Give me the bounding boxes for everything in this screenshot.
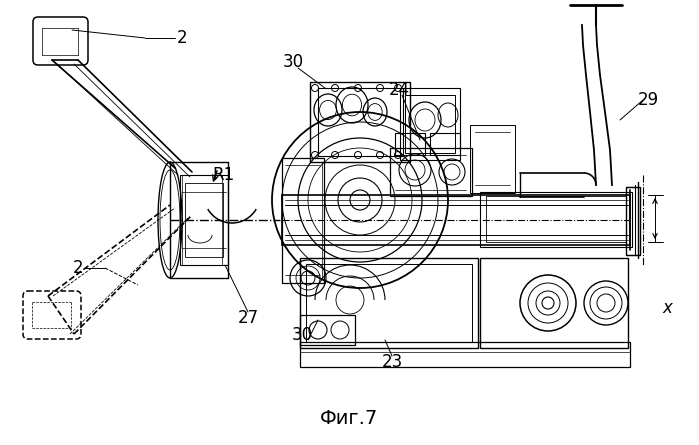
Bar — [300, 342, 630, 367]
Bar — [400, 88, 460, 160]
Bar — [185, 183, 223, 257]
Bar — [486, 196, 626, 242]
Bar — [310, 82, 410, 162]
Text: 23: 23 — [382, 353, 403, 371]
Bar — [395, 133, 425, 155]
Text: Фиг.7: Фиг.7 — [320, 409, 378, 428]
Bar — [300, 315, 355, 345]
Bar — [470, 125, 515, 193]
Bar — [480, 192, 632, 247]
Bar — [300, 258, 478, 348]
Text: 29: 29 — [637, 91, 658, 109]
Bar — [390, 148, 472, 196]
Bar — [430, 133, 460, 155]
Bar — [480, 258, 628, 348]
Bar — [180, 175, 228, 265]
Text: 24: 24 — [389, 81, 410, 99]
Bar — [405, 95, 455, 153]
Text: 2: 2 — [73, 259, 83, 277]
Bar — [282, 158, 324, 283]
Bar — [318, 88, 403, 156]
Bar — [282, 195, 630, 245]
Text: x: x — [662, 299, 672, 317]
Text: 30: 30 — [291, 326, 312, 344]
Text: 2: 2 — [177, 29, 187, 47]
Bar — [626, 187, 640, 255]
Text: 30: 30 — [282, 53, 303, 71]
Bar — [306, 264, 472, 342]
Text: R1: R1 — [212, 166, 234, 184]
Text: 27: 27 — [238, 309, 259, 327]
